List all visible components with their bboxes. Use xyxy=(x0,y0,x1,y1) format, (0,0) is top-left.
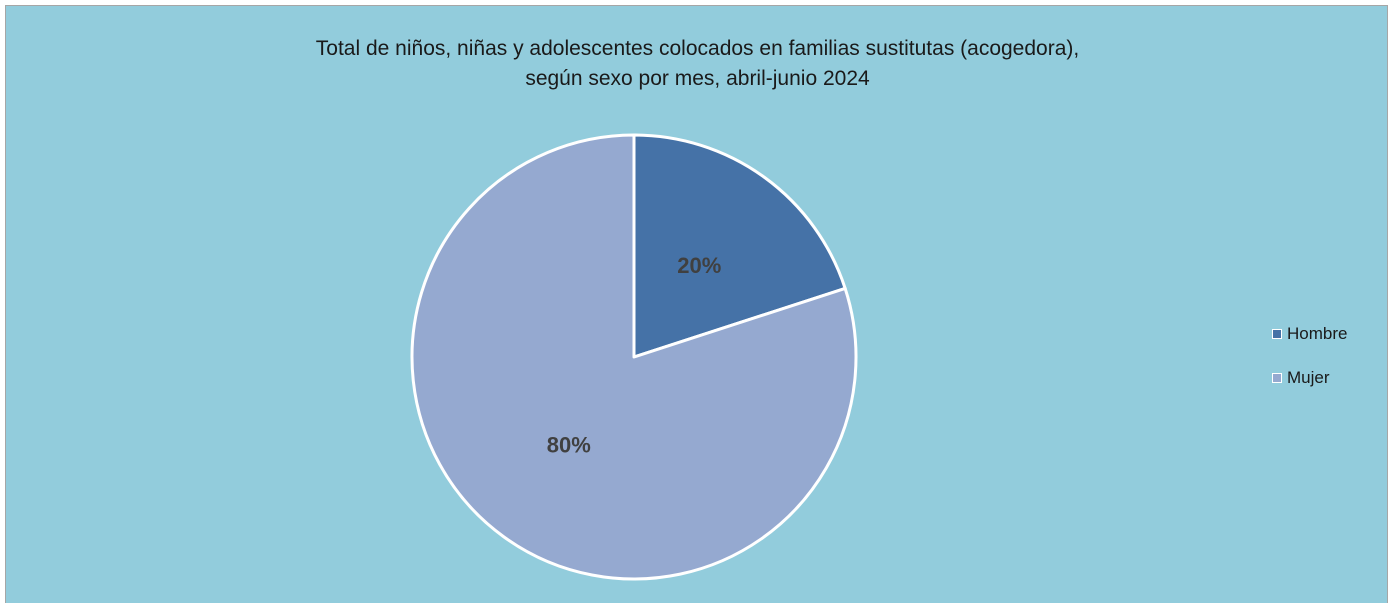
legend-item-hombre: Hombre xyxy=(1272,324,1347,344)
legend-label-mujer: Mujer xyxy=(1287,368,1330,387)
chart-title: Total de niños, niñas y adolescentes col… xyxy=(6,34,1387,94)
legend: Hombre Mujer xyxy=(1272,324,1347,412)
data-label-hombre: 20% xyxy=(677,253,721,278)
legend-swatch-hombre xyxy=(1272,329,1282,339)
data-label-mujer: 80% xyxy=(547,433,591,458)
pie-chart: 20% 80% xyxy=(410,133,858,581)
chart-title-line-2: según sexo por mes, abril-junio 2024 xyxy=(525,67,870,90)
chart-title-line-1: Total de niños, niñas y adolescentes col… xyxy=(315,37,1080,60)
pie-slice-hombre xyxy=(632,133,847,359)
chart-area: Total de niños, niñas y adolescentes col… xyxy=(5,5,1388,603)
legend-swatch-mujer xyxy=(1272,373,1282,383)
legend-label-hombre: Hombre xyxy=(1287,324,1348,343)
pie-slice-mujer xyxy=(410,133,858,581)
legend-item-mujer: Mujer xyxy=(1272,368,1347,388)
